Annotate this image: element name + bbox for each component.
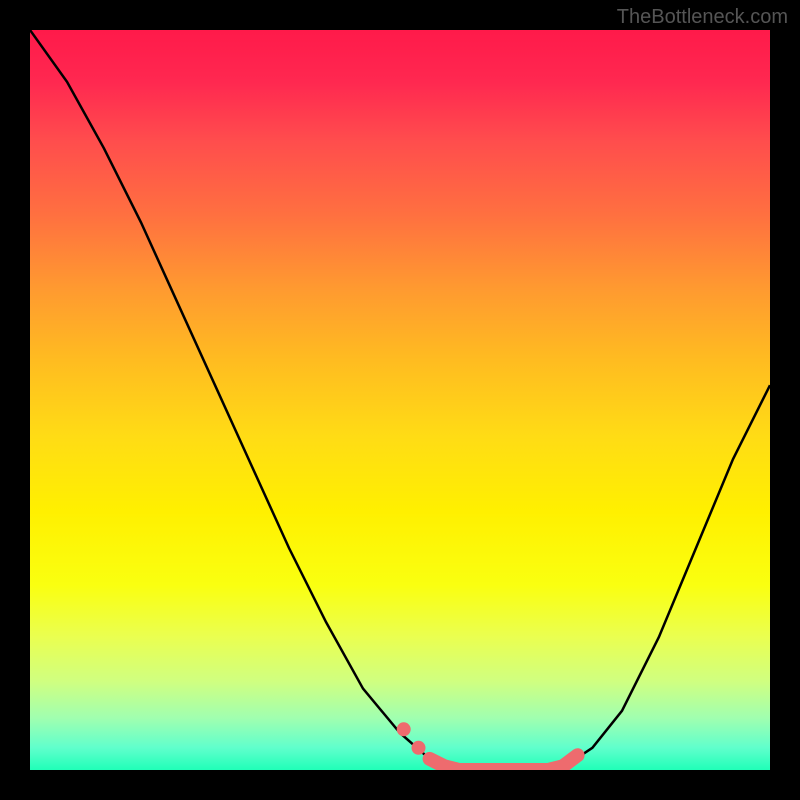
chart-background (30, 30, 770, 770)
watermark-text: TheBottleneck.com (617, 6, 788, 29)
highlight-dot (412, 741, 426, 755)
chart-container (30, 30, 770, 770)
bottleneck-chart (30, 30, 770, 770)
highlight-dot (397, 722, 411, 736)
